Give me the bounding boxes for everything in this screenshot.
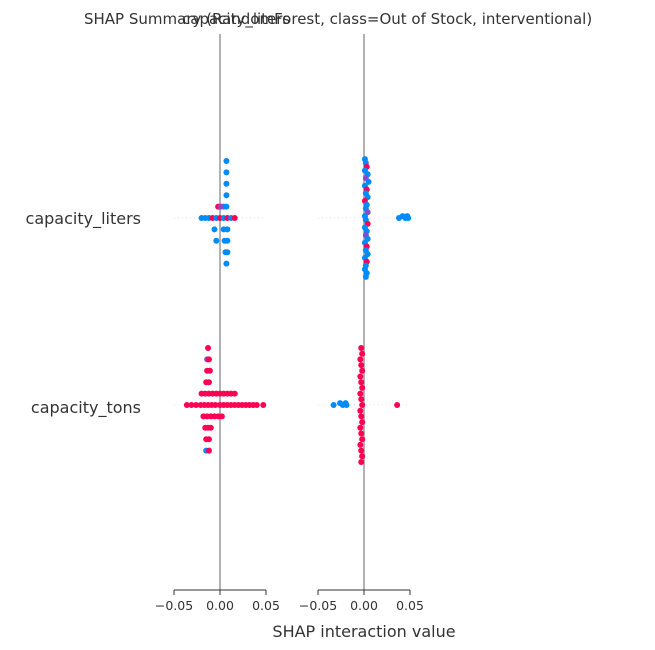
panel-capacity-tons: −0.05 0.00 0.05 <box>299 34 424 613</box>
x-tick-label: 0.00 <box>350 598 378 613</box>
data-point <box>218 413 225 420</box>
x-axis-label: SHAP interaction value <box>272 622 455 641</box>
data-point <box>224 226 231 233</box>
x-tick-label: 0.05 <box>396 598 424 613</box>
feature-label-capacity-liters: capacity_liters <box>26 209 141 229</box>
data-point <box>223 192 230 199</box>
data-point <box>330 402 337 408</box>
data-point <box>231 215 238 221</box>
data-point <box>405 215 412 221</box>
data-point <box>359 384 366 391</box>
panel-capacity-liters: −0.05 0.00 0.05 <box>155 34 280 613</box>
data-point <box>205 356 212 363</box>
data-point <box>358 396 365 403</box>
data-point <box>205 379 212 386</box>
data-point <box>343 402 350 408</box>
data-point <box>217 203 224 210</box>
data-point <box>357 407 364 414</box>
data-point <box>358 413 365 420</box>
data-point <box>260 402 267 408</box>
data-point <box>394 402 401 408</box>
data-point <box>224 249 231 256</box>
data-point <box>224 237 231 244</box>
data-point <box>188 402 195 408</box>
chart-title-right: capacity_liters <box>182 10 290 29</box>
data-point <box>357 441 364 448</box>
data-point <box>223 180 230 187</box>
x-tick-label: −0.05 <box>155 598 193 613</box>
data-point <box>357 356 364 363</box>
data-point <box>358 362 365 369</box>
data-point <box>359 367 366 374</box>
data-point <box>357 424 364 431</box>
data-point <box>183 402 190 408</box>
data-point <box>358 379 365 386</box>
data-point <box>223 260 230 267</box>
data-point <box>193 402 200 408</box>
data-point <box>206 367 213 374</box>
data-point <box>357 390 364 397</box>
feature-label-capacity-tons: capacity_tons <box>31 398 141 418</box>
panels-layer: −0.05 0.00 0.05 −0.05 0.00 0.05 <box>155 34 424 613</box>
data-point <box>362 273 369 280</box>
data-point <box>358 447 365 454</box>
data-point <box>359 419 366 426</box>
data-point <box>213 237 220 244</box>
data-point <box>359 402 366 408</box>
data-point <box>359 350 366 357</box>
data-point <box>223 169 230 176</box>
data-point <box>253 402 260 408</box>
x-tick-label: 0.00 <box>206 598 234 613</box>
chart-title-left: SHAP Summary (RandomForest, class=Out of… <box>84 10 592 28</box>
data-point <box>207 424 214 431</box>
data-point <box>365 178 372 185</box>
data-point <box>359 436 366 443</box>
x-tick-label: 0.05 <box>252 598 280 613</box>
data-point <box>205 447 212 454</box>
data-point <box>211 226 218 233</box>
data-point <box>212 402 219 408</box>
data-point <box>205 345 212 351</box>
data-point <box>358 345 365 351</box>
data-point <box>358 430 365 437</box>
data-point <box>223 158 230 164</box>
data-point <box>358 459 365 465</box>
data-point <box>357 373 364 380</box>
data-point <box>205 436 212 443</box>
data-point <box>359 453 366 460</box>
data-point <box>231 390 238 397</box>
x-tick-label: −0.05 <box>299 598 337 613</box>
